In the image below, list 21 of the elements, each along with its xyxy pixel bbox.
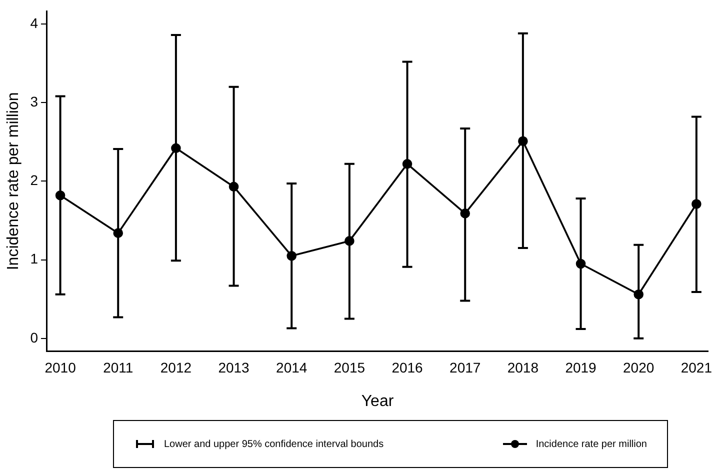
x-tick-label: 2016: [392, 359, 424, 376]
text: Lower and upper 95% confidence interval bounds: [164, 438, 384, 450]
x-tick-label: 2019: [565, 359, 597, 376]
x-tick-label: 2011: [103, 359, 134, 376]
x-tick-label: 2018: [507, 359, 539, 376]
legend-label: Incidence rate per million: [536, 438, 647, 450]
y-tick-label: 2: [30, 172, 38, 188]
y-tick-label: 3: [30, 93, 38, 110]
x-tick-label: 2013: [218, 359, 250, 376]
y-tick-label: 0: [30, 329, 38, 346]
y-tick-label: 4: [30, 14, 38, 31]
x-tick-label: 2017: [450, 359, 481, 376]
x-tick-label: 2021: [680, 359, 712, 376]
y-tick-label: 1: [30, 250, 38, 267]
x-tick-label: 2014: [276, 359, 308, 376]
x-tick-label: 2015: [334, 359, 366, 376]
x-tick-label: 2020: [623, 359, 654, 376]
x-tick-label: 2012: [160, 359, 192, 376]
x-axis-title: Year: [361, 392, 394, 410]
x-tick-label: 2010: [44, 359, 76, 376]
y-axis-title: Incidence rate per million: [5, 92, 22, 270]
